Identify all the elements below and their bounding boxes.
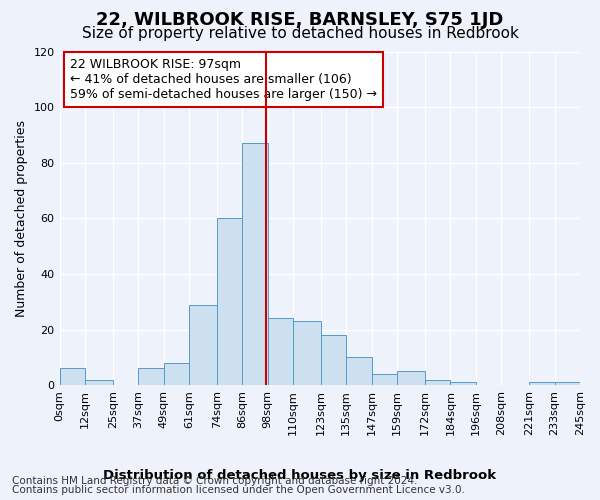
Bar [59, 368, 85, 385]
Bar [242, 144, 268, 385]
Bar [321, 335, 346, 385]
Bar [85, 380, 113, 385]
Bar [293, 321, 321, 385]
Text: 22, WILBROOK RISE, BARNSLEY, S75 1JD: 22, WILBROOK RISE, BARNSLEY, S75 1JD [97, 11, 503, 29]
Bar [164, 363, 189, 385]
Text: 22 WILBROOK RISE: 97sqm
← 41% of detached houses are smaller (106)
59% of semi-d: 22 WILBROOK RISE: 97sqm ← 41% of detache… [70, 58, 377, 101]
Bar [397, 371, 425, 385]
Bar [268, 318, 293, 385]
Y-axis label: Number of detached properties: Number of detached properties [15, 120, 28, 317]
Bar [189, 304, 217, 385]
Bar [529, 382, 554, 385]
Text: Contains public sector information licensed under the Open Government Licence v3: Contains public sector information licen… [12, 485, 465, 495]
Text: Contains HM Land Registry data © Crown copyright and database right 2024.: Contains HM Land Registry data © Crown c… [12, 476, 418, 486]
Bar [451, 382, 476, 385]
Bar [372, 374, 397, 385]
Text: Size of property relative to detached houses in Redbrook: Size of property relative to detached ho… [82, 26, 518, 41]
Bar [138, 368, 164, 385]
Bar [217, 218, 242, 385]
Text: Distribution of detached houses by size in Redbrook: Distribution of detached houses by size … [103, 469, 497, 482]
Bar [425, 380, 451, 385]
Bar [554, 382, 580, 385]
Bar [346, 358, 372, 385]
